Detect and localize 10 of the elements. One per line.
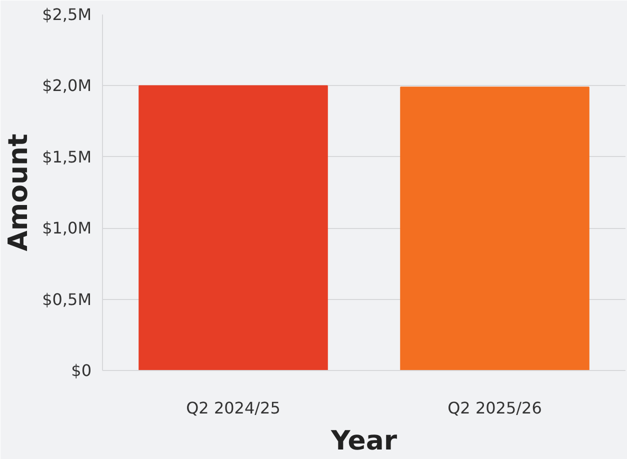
- y-tick-label: $2,0M: [42, 76, 92, 96]
- y-tick-label: $2,5M: [42, 5, 92, 24]
- y-tick-label: $0: [71, 361, 92, 380]
- x-axis-title: Year: [330, 426, 398, 456]
- y-tick-label: $0,5M: [42, 290, 92, 309]
- y-axis-title: Amount: [3, 134, 34, 252]
- y-tick-label: $1,0M: [42, 218, 92, 238]
- x-tick-label: Q2 2025/26: [448, 398, 542, 418]
- x-tick-label: Q2 2024/25: [186, 398, 280, 418]
- y-tick-label: $1,5M: [42, 147, 92, 166]
